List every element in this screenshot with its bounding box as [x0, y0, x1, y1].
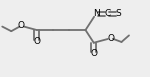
Text: S: S [116, 9, 121, 18]
Text: O: O [90, 49, 97, 58]
Text: O: O [108, 34, 114, 43]
Text: O: O [18, 21, 24, 30]
Text: C: C [104, 9, 110, 18]
Text: N: N [93, 9, 99, 18]
Text: O: O [33, 37, 40, 46]
